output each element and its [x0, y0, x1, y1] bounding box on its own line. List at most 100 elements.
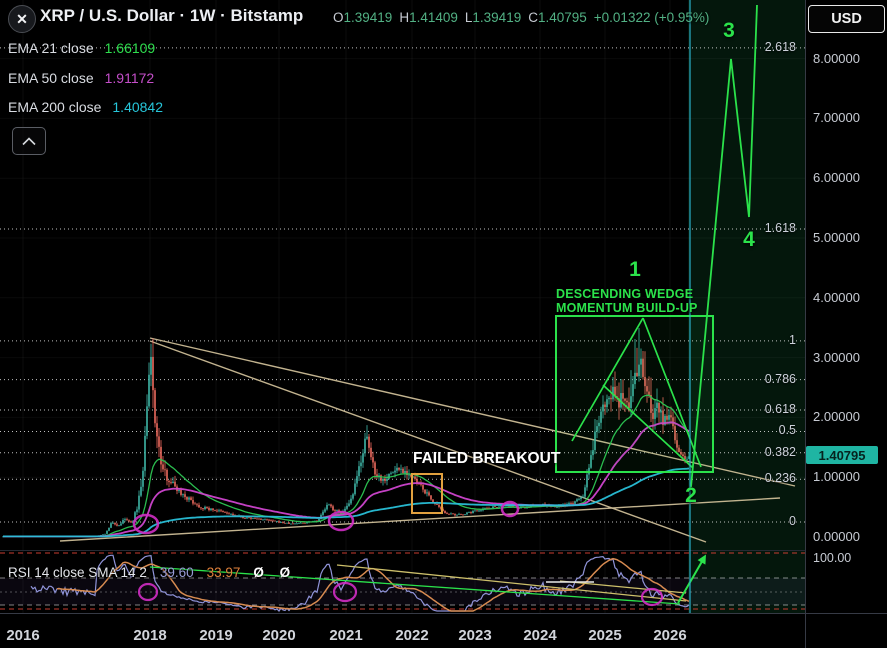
- wedge-annotation-line2: MOMENTUM BUILD-UP: [556, 300, 698, 315]
- rsi-yellow-trendline-1[interactable]: [336, 564, 687, 602]
- rsi-yellow-trendline-2[interactable]: [559, 580, 687, 594]
- candle-body: [160, 446, 162, 465]
- candle-body: [598, 422, 600, 427]
- rsi-green-trendline[interactable]: [149, 566, 681, 605]
- rsi-highlight-circle[interactable]: [332, 581, 358, 603]
- elliott-point-2[interactable]: 2: [685, 484, 697, 507]
- candle-body: [570, 503, 572, 504]
- candle-body: [242, 516, 244, 519]
- candle-body: [294, 523, 296, 525]
- candle-body: [424, 489, 426, 494]
- candle-body: [668, 415, 670, 420]
- descending-resistance-long[interactable]: [149, 337, 796, 487]
- candle-body: [420, 484, 422, 486]
- candle-body: [646, 386, 648, 392]
- ascending-support[interactable]: [59, 497, 781, 542]
- candle-body: [298, 523, 300, 524]
- candle-body: [396, 467, 398, 471]
- rsi-green-arrow[interactable]: [677, 557, 705, 604]
- candle-body: [656, 402, 658, 409]
- low-label: L: [464, 10, 473, 25]
- candle-body: [186, 496, 188, 500]
- candle-body: [220, 510, 222, 512]
- price-axis-label: 4.00000: [813, 289, 860, 305]
- highlight-circle[interactable]: [327, 510, 355, 532]
- candle-body: [212, 508, 214, 511]
- rsi-highlight-circle[interactable]: [640, 587, 664, 607]
- candle-body: [400, 468, 402, 470]
- wedge-highlight-box[interactable]: [555, 315, 714, 473]
- rsi-sma-value: 33.97: [206, 565, 241, 580]
- candle-body: [120, 523, 122, 526]
- candle-body: [222, 510, 224, 512]
- candle-body: [670, 415, 672, 418]
- candle-body: [390, 472, 392, 474]
- xrp-logo-icon: ✕: [8, 5, 36, 33]
- currency-toggle-button[interactable]: USD: [808, 5, 885, 33]
- candle-body: [116, 524, 118, 526]
- elliott-point-3[interactable]: 3: [723, 19, 735, 42]
- elliott-point-4[interactable]: 4: [743, 228, 755, 251]
- candle-body: [158, 436, 160, 447]
- candle-body: [330, 504, 332, 507]
- indicator-row-ema21[interactable]: EMA 21 close 1.66109: [8, 40, 155, 58]
- indicator-row-ema50[interactable]: EMA 50 close 1.91172: [8, 70, 154, 88]
- candle-body: [110, 523, 112, 528]
- candle-body: [168, 480, 170, 483]
- candle-body: [474, 510, 476, 512]
- highlight-circle[interactable]: [132, 513, 160, 535]
- candle-body: [214, 510, 216, 511]
- time-axis-label-2025: 2025: [588, 627, 622, 644]
- open-value: 1.39419: [343, 10, 393, 25]
- candle-body: [304, 522, 306, 524]
- candle-body: [198, 504, 200, 508]
- candle-body: [258, 518, 260, 520]
- candle-body: [682, 454, 684, 457]
- wedge-trendline-2[interactable]: [642, 317, 702, 468]
- ema50-name: EMA 50 close: [8, 70, 94, 86]
- candle-body: [556, 506, 558, 508]
- ema200-value: 1.40842: [112, 99, 163, 115]
- price-axis[interactable]: 8.00000 7.00000 6.00000 5.00000 4.00000 3.000…: [805, 0, 887, 613]
- candle-body: [114, 523, 116, 525]
- ema50-value: 1.91172: [104, 70, 155, 86]
- ema21-name: EMA 21 close: [8, 40, 94, 56]
- time-axis-label-2019: 2019: [199, 627, 233, 644]
- candle-body: [354, 483, 356, 495]
- candle-body: [302, 522, 304, 524]
- rsi-highlight-circle[interactable]: [137, 582, 159, 602]
- ema-200-line: [3, 467, 690, 538]
- wedge-annotation[interactable]: DESCENDING WEDGE MOMENTUM BUILD-UP: [556, 287, 698, 315]
- time-axis[interactable]: 2016 2018 2019 2020 2021 2022 2023 2024 2025 2026: [0, 614, 887, 648]
- candle-body: [130, 521, 132, 523]
- price-projection-path[interactable]: [690, 4, 758, 488]
- legend-collapse-button[interactable]: [12, 127, 46, 155]
- candle-body: [626, 400, 628, 403]
- failed-breakout-box[interactable]: [411, 473, 443, 514]
- wedge-trendline-3[interactable]: [602, 384, 694, 469]
- elliott-point-1[interactable]: 1: [629, 258, 641, 281]
- candle-body: [348, 503, 350, 506]
- failed-breakout-annotation[interactable]: FAILED BREAKOUT: [413, 450, 561, 467]
- candle-body: [458, 514, 460, 515]
- low-value: 1.39419: [472, 10, 522, 25]
- candle-body: [408, 474, 410, 476]
- candle-body: [124, 519, 126, 521]
- price-axis-label: 8.00000: [813, 50, 860, 66]
- candle-body: [498, 506, 500, 508]
- indicator-row-ema200[interactable]: EMA 200 close 1.40842: [8, 99, 163, 117]
- candle-body: [660, 410, 662, 413]
- candle-body: [676, 440, 678, 448]
- candle-body: [384, 478, 386, 481]
- candle-body: [430, 495, 432, 500]
- highlight-circle[interactable]: [500, 500, 520, 518]
- rsi-legend-row[interactable]: RSI 14 close SMA 14 2 39.60 33.97 Ø Ø: [8, 565, 309, 580]
- candle-body: [436, 504, 438, 505]
- symbol-title[interactable]: XRP / U.S. Dollar · 1W · Bitstamp: [40, 6, 304, 25]
- candle-body: [582, 496, 584, 498]
- wedge-trendline-1[interactable]: [571, 317, 644, 442]
- time-axis-label-2016: 2016: [6, 627, 40, 644]
- candle-body: [270, 520, 272, 522]
